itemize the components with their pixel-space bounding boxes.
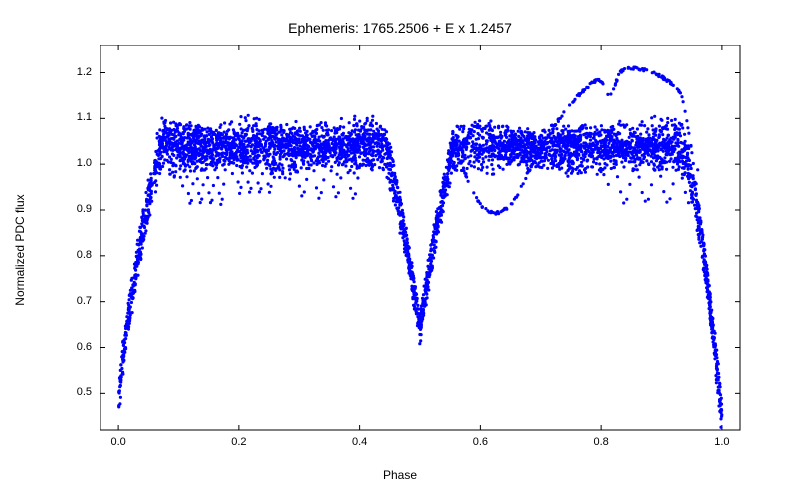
y-tick-label: 1.1	[52, 111, 92, 123]
y-tick-label: 1.2	[52, 66, 92, 78]
x-tick-label: 1.0	[702, 436, 742, 448]
y-tick-label: 0.5	[52, 386, 92, 398]
x-tick-label: 0.0	[98, 436, 138, 448]
x-tick-label: 0.4	[340, 436, 380, 448]
y-tick-label: 0.6	[52, 341, 92, 353]
y-tick-label: 0.8	[52, 249, 92, 261]
x-axis-label: Phase	[0, 468, 800, 482]
x-tick-label: 0.2	[219, 436, 259, 448]
y-axis-label: Normalized PDC flux	[13, 194, 27, 305]
y-tick-label: 0.7	[52, 295, 92, 307]
chart-title: Ephemeris: 1765.2506 + E x 1.2457	[0, 20, 800, 36]
y-tick-label: 0.9	[52, 203, 92, 215]
y-tick-label: 1.0	[52, 157, 92, 169]
plot-area	[100, 45, 752, 442]
x-tick-label: 0.6	[460, 436, 500, 448]
x-tick-label: 0.8	[581, 436, 621, 448]
phase-flux-chart: Ephemeris: 1765.2506 + E x 1.2457 Normal…	[0, 0, 800, 500]
